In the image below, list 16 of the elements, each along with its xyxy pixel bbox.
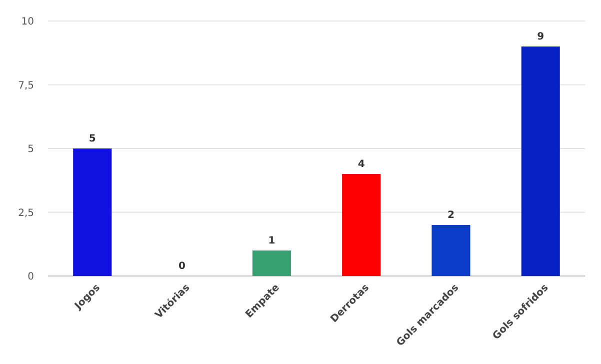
data-label: 4 — [358, 159, 365, 170]
bar — [521, 46, 560, 276]
bar — [432, 225, 470, 276]
y-tick-label: 10 — [21, 16, 34, 28]
y-tick-label: 5 — [28, 144, 34, 155]
bar — [73, 148, 112, 276]
y-tick-label: 7,5 — [18, 80, 34, 92]
data-label: 9 — [537, 32, 544, 42]
y-tick-label: 2,5 — [18, 208, 34, 219]
data-label: 2 — [447, 210, 454, 221]
bar — [342, 174, 381, 276]
data-label: 1 — [268, 236, 276, 246]
y-tick-label: 0 — [28, 272, 34, 282]
data-label: 5 — [88, 134, 96, 144]
bar — [252, 250, 291, 276]
data-label: 0 — [178, 261, 186, 272]
